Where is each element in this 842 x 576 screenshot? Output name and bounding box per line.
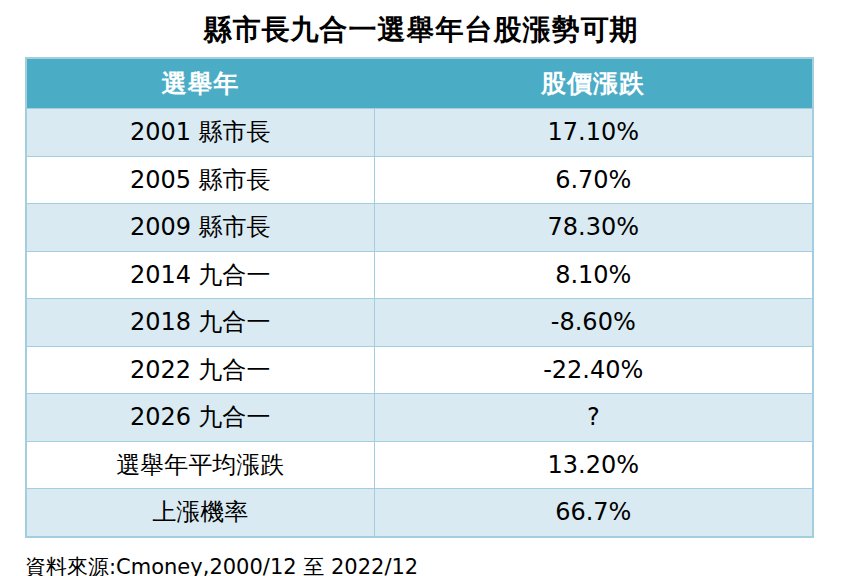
table-row: 上漲機率 66.7% [26,489,813,537]
table-row: 2009 縣市長 78.30% [26,204,813,252]
cell-stock-change: 78.30% [374,204,813,252]
table-row: 2014 九合一 8.10% [26,251,813,299]
cell-election-year: 2005 縣市長 [26,156,374,204]
table-row: 2001 縣市長 17.10% [26,109,813,157]
cell-election-year: 2022 九合一 [26,346,374,394]
cell-election-year: 2009 縣市長 [26,204,374,252]
table-row: 選舉年平均漲跌 13.20% [26,441,813,489]
cell-stock-change: 66.7% [374,489,813,537]
table-header-row: 選舉年 股價漲跌 [26,58,813,109]
page: 縣市長九合一選舉年台股漲勢可期 選舉年 股價漲跌 2001 縣市長 17.10%… [0,13,842,576]
cell-stock-change: -22.40% [374,346,813,394]
table-row: 2026 九合一 ? [26,394,813,442]
cell-stock-change: 17.10% [374,109,813,157]
cell-election-year: 選舉年平均漲跌 [26,441,374,489]
table-row: 2005 縣市長 6.70% [26,156,813,204]
cell-election-year: 2001 縣市長 [26,109,374,157]
cell-election-year: 上漲機率 [26,489,374,537]
cell-election-year: 2018 九合一 [26,299,374,347]
cell-stock-change: 8.10% [374,251,813,299]
cell-election-year: 2026 九合一 [26,394,374,442]
cell-stock-change: 13.20% [374,441,813,489]
cell-stock-change: ? [374,394,813,442]
column-header-election-year: 選舉年 [26,58,374,109]
data-source-note: 資料來源:Cmoney,2000/12 至 2022/12 [25,553,842,576]
table-row: 2022 九合一 -22.40% [26,346,813,394]
election-results-table: 選舉年 股價漲跌 2001 縣市長 17.10% 2005 縣市長 6.70% … [25,57,814,538]
cell-election-year: 2014 九合一 [26,251,374,299]
cell-stock-change: -8.60% [374,299,813,347]
table-row: 2018 九合一 -8.60% [26,299,813,347]
column-header-stock-change: 股價漲跌 [374,58,813,109]
page-title: 縣市長九合一選舉年台股漲勢可期 [0,13,842,47]
cell-stock-change: 6.70% [374,156,813,204]
